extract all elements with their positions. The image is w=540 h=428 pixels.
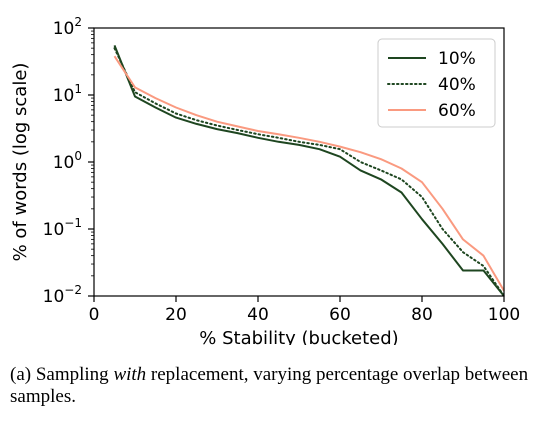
x-tick-label: 100	[488, 305, 520, 325]
y-tick-label: 10−1	[43, 216, 82, 240]
legend-box	[377, 38, 496, 128]
caption-emphasis: with	[113, 364, 147, 385]
x-tick-label: 80	[411, 305, 433, 325]
series-line-2	[113, 47, 505, 297]
x-tick-label: 0	[89, 305, 100, 325]
y-tick-label: 100	[53, 149, 82, 173]
legend-label-1: 10%	[438, 49, 476, 69]
y-tick-label: 101	[53, 82, 82, 106]
y-tick-label: 10−2	[43, 283, 82, 307]
chart-figure: 0 20 40 60 80 100 102 101 100 10−1 10−2 % Stability…	[10, 15, 520, 345]
y-tick-label: 102	[53, 15, 82, 39]
legend-label-2: 40%	[438, 75, 476, 95]
x-axis-label: % Stability (bucketed)	[199, 328, 398, 345]
caption-prefix: (a) Sampling	[10, 364, 114, 385]
x-tick-label: 20	[165, 305, 187, 325]
x-tick-label: 40	[247, 305, 269, 325]
caption-suffix: replacement, varying percentage overlap …	[10, 364, 529, 407]
legend-label-3: 60%	[438, 101, 476, 121]
y-axis-label: % of words (log scale)	[10, 63, 31, 262]
x-tick-label: 60	[329, 305, 351, 325]
figure-caption: (a) Sampling with replacement, varying p…	[10, 364, 530, 408]
line-chart: 0 20 40 60 80 100 102 101 100 10−1 10−2 % Stability…	[10, 15, 520, 345]
series-line-1	[113, 45, 505, 297]
series-line-3	[113, 55, 505, 292]
